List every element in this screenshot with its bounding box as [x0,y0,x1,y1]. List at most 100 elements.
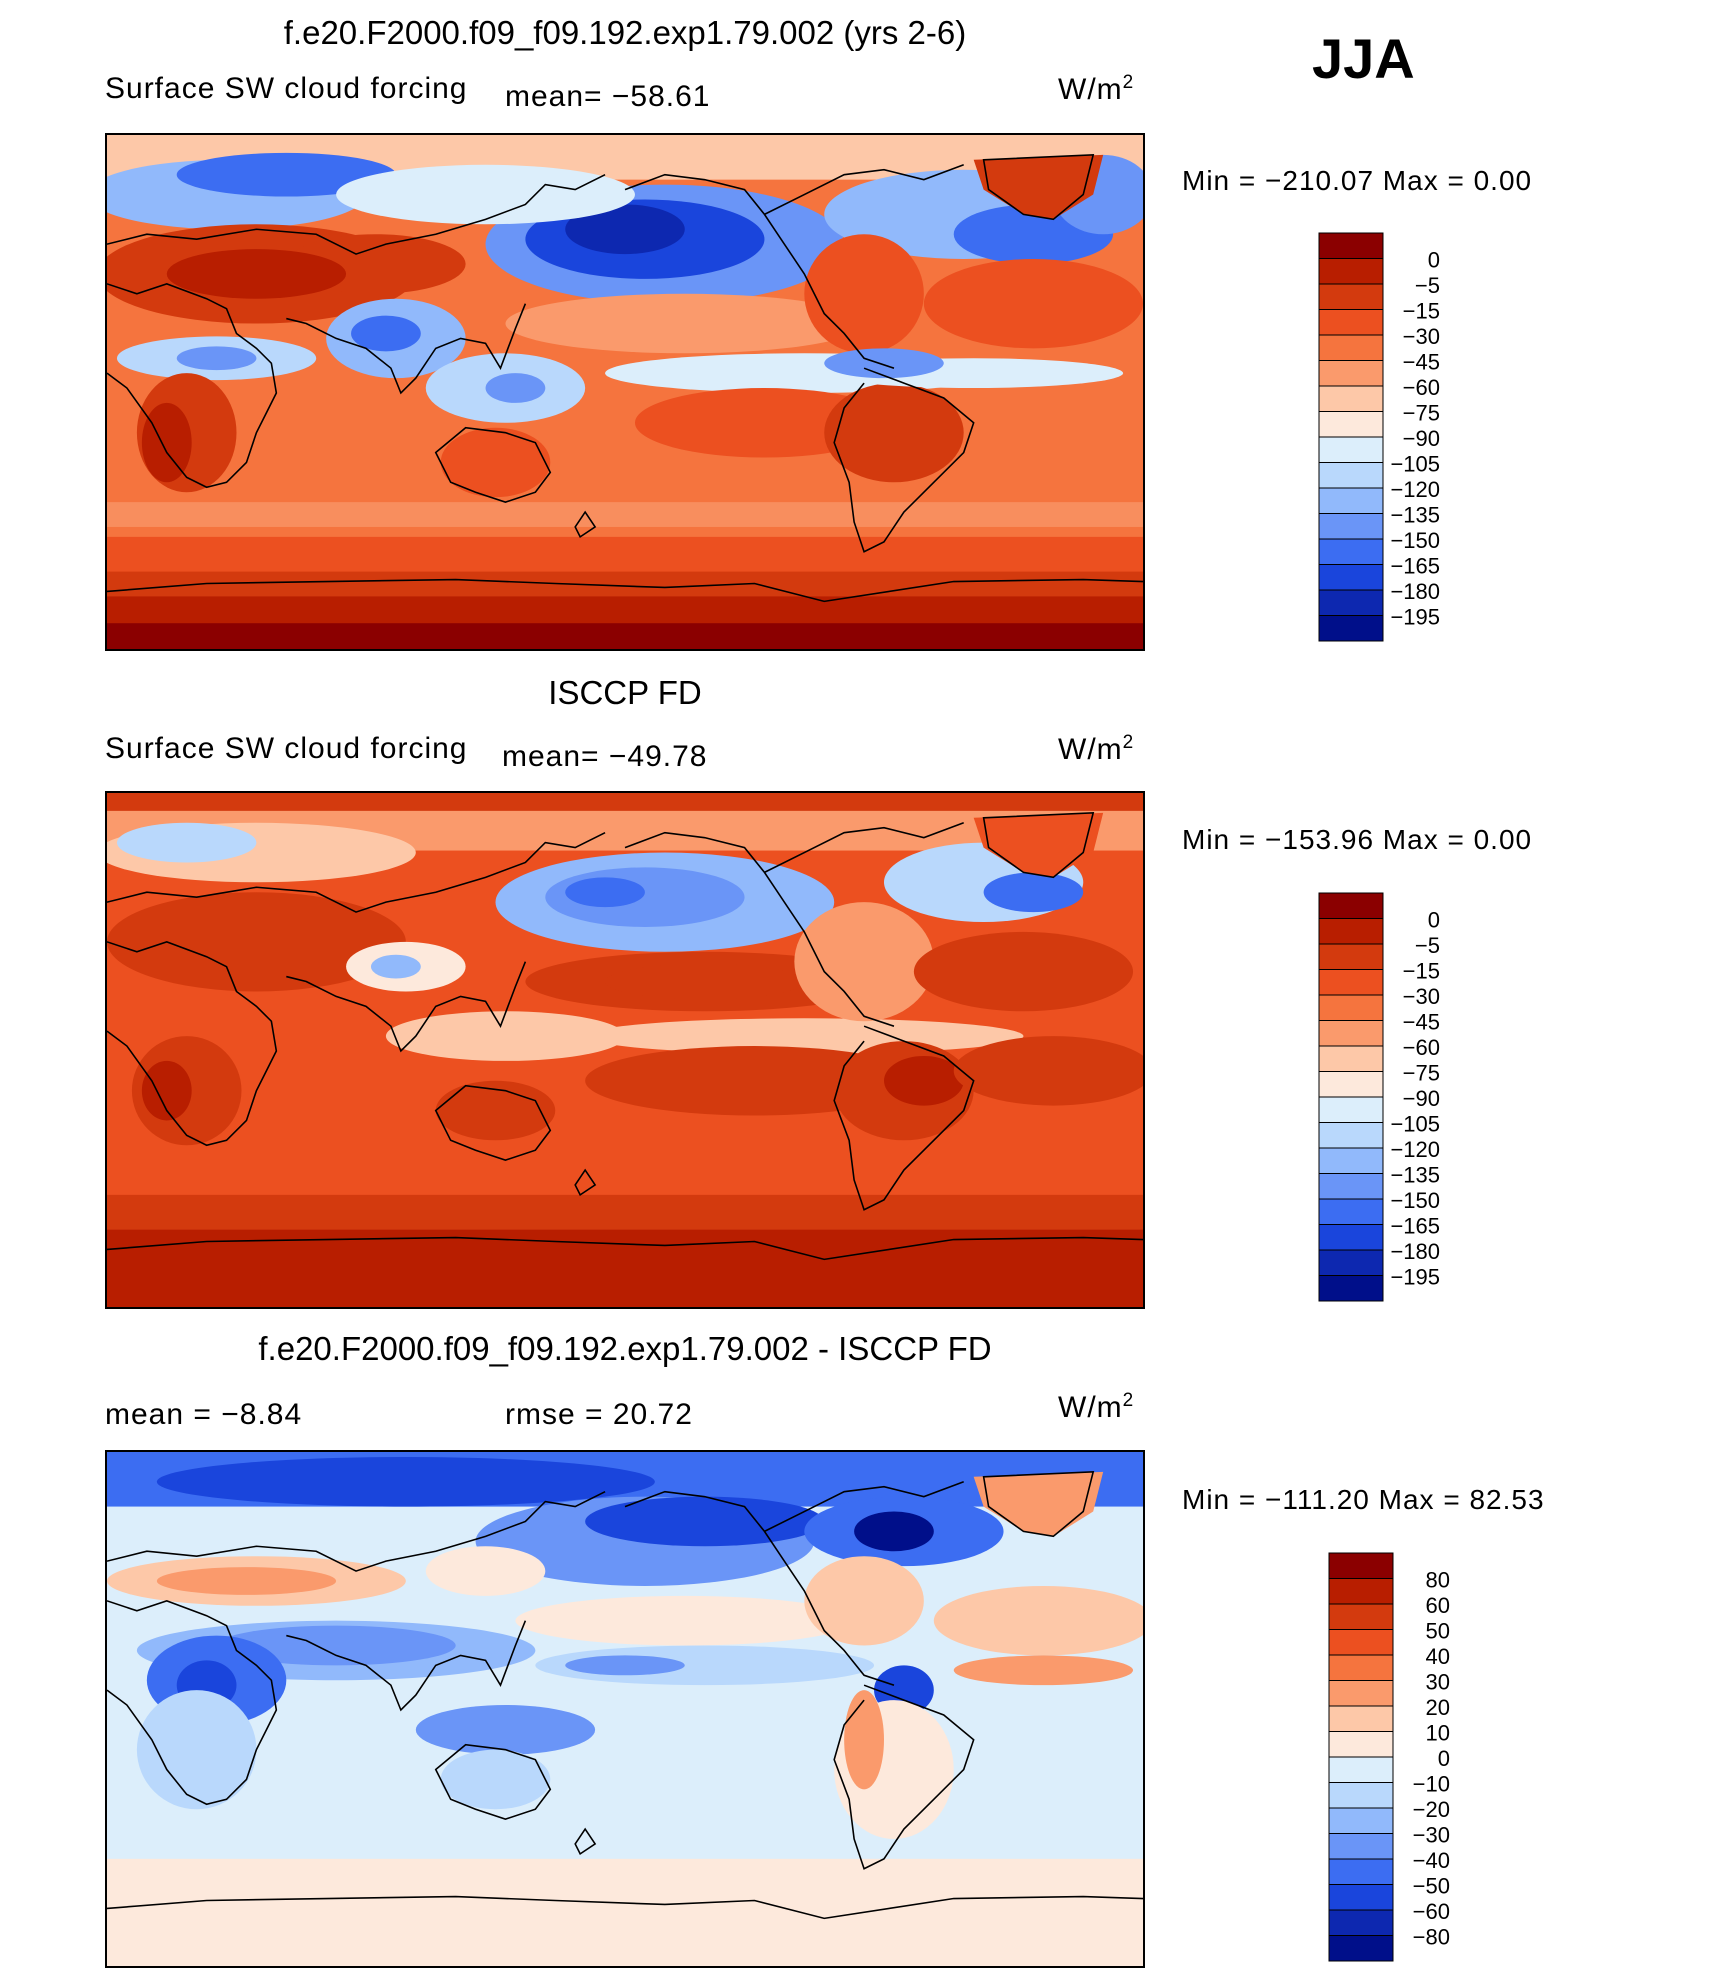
colorbar-swatch [1318,513,1384,540]
colorbar-tick-label: 0 [1428,908,1440,933]
colorbar-swatch [1318,1020,1384,1047]
colorbar-swatch [1318,436,1384,463]
panel-2-title: ISCCP FD [548,674,702,711]
colorbar-tick-label: −165 [1390,1214,1440,1239]
colorbar-swatch [1318,892,1384,919]
colorbar-swatch [1328,1782,1394,1809]
colorbar-swatch [1318,918,1384,945]
colorbar-swatch [1328,1654,1394,1681]
colorbar-swatch [1318,1096,1384,1123]
colorbar-swatch [1318,309,1384,336]
colorbar-tick-label: −30 [1403,984,1440,1009]
colorbar-tick-label: 0 [1428,248,1440,273]
colorbar-swatch [1318,1275,1384,1302]
colorbar-tick-label: −80 [1413,1925,1450,1950]
colorbar-swatch [1318,1045,1384,1072]
colorbar-tick-label: 0 [1438,1746,1450,1771]
colorbar-swatch [1318,258,1384,285]
colorbar-swatch [1318,943,1384,970]
panel-2-variable-label: Surface SW cloud forcing [105,732,468,765]
colorbar-tick-label: 50 [1426,1619,1450,1644]
colorbar-swatch [1318,360,1384,387]
colorbar-swatch [1328,1833,1394,1860]
panel-2-minmax: Min = −153.96 Max = 0.00 [1182,824,1533,855]
colorbar-swatch [1318,1147,1384,1174]
colorbar-tick-label: −60 [1403,1035,1440,1060]
panel-2-units: W/m2 [1058,732,1135,766]
colorbar-tick-label: −180 [1390,1239,1440,1264]
colorbar-swatch [1318,1249,1384,1276]
panel-3-rmse-label: rmse = 20.72 [505,1398,693,1431]
colorbar-tick-label: −15 [1403,299,1440,324]
panel-3-units: W/m2 [1058,1390,1135,1424]
colorbar-swatch [1318,1198,1384,1225]
panel-1-variable-label: Surface SW cloud forcing [105,72,468,105]
colorbar-swatch [1318,462,1384,489]
colorbar-swatch [1328,1858,1394,1885]
colorbar-tick-label: −45 [1403,350,1440,375]
colorbar-tick-label: −90 [1403,1086,1440,1111]
colorbar-swatch [1328,1680,1394,1707]
colorbar-tick-label: 80 [1426,1568,1450,1593]
colorbar-tick-label: −45 [1403,1010,1440,1035]
colorbar-tick-label: −195 [1390,1265,1440,1290]
colorbar-tick-label: −90 [1403,426,1440,451]
colorbar-swatch [1328,1629,1394,1656]
colorbar-tick-label: −120 [1390,477,1440,502]
panel-2-mean-label: mean= −49.78 [502,740,708,773]
colorbar-tick-label: −60 [1403,375,1440,400]
colorbar-tick-label: −165 [1390,554,1440,579]
colorbar-tick-label: −180 [1390,579,1440,604]
colorbar-tick-label: −75 [1403,1061,1440,1086]
colorbar-tick-label: 60 [1426,1593,1450,1618]
colorbar-swatch [1328,1884,1394,1911]
colorbar-tick-label: −105 [1390,1112,1440,1137]
colorbar-tick-label: −10 [1413,1772,1450,1797]
colorbar-tick-label: −5 [1415,933,1440,958]
colorbar-swatch [1328,1909,1394,1936]
colorbar-tick-label: −40 [1413,1848,1450,1873]
colorbar-tick-label: −75 [1403,401,1440,426]
colorbar-swatch [1328,1552,1394,1579]
colorbar-tick-label: −20 [1413,1797,1450,1822]
colorbar-swatch [1318,969,1384,996]
colorbar-tick-label: −135 [1390,503,1440,528]
colorbar-swatch [1328,1807,1394,1834]
colorbar-tick-label: −50 [1413,1874,1450,1899]
colorbar-tick-label: −15 [1403,959,1440,984]
colorbar-swatch [1318,1173,1384,1200]
colorbar-swatch [1318,283,1384,310]
colorbar-swatch [1318,615,1384,642]
colorbar-swatch [1318,232,1384,259]
colorbar-swatch [1318,1122,1384,1149]
colorbar-swatch [1318,589,1384,616]
colorbar-swatch [1318,994,1384,1021]
colorbar-swatch [1318,487,1384,514]
colorbar-tick-label: −135 [1390,1163,1440,1188]
season-label: JJA [1312,27,1415,90]
colorbar-swatch [1318,1071,1384,1098]
panel-3-title: f.e20.F2000.f09_f09.192.exp1.79.002 - IS… [258,1330,992,1367]
colorbar-tick-label: −30 [1403,324,1440,349]
colorbar-swatch [1318,411,1384,438]
colorbar-swatch [1318,1224,1384,1251]
colorbar-tick-label: 40 [1426,1644,1450,1669]
colorbar-swatch [1328,1603,1394,1630]
panel-3-minmax: Min = −111.20 Max = 82.53 [1182,1484,1545,1515]
panel-3-mean-label: mean = −8.84 [105,1398,303,1431]
panel-1-title: f.e20.F2000.f09_f09.192.exp1.79.002 (yrs… [283,14,967,51]
colorbar-swatch [1318,385,1384,412]
panel-1-map [105,133,1145,651]
colorbar-swatch [1318,564,1384,591]
panel-1-mean-label: mean= −58.61 [505,80,711,113]
colorbar-tick-label: −30 [1413,1823,1450,1848]
colorbar-tick-label: −60 [1413,1899,1450,1924]
panel-1-units: W/m2 [1058,72,1135,106]
colorbar-tick-label: −195 [1390,605,1440,630]
colorbar-tick-label: −150 [1390,528,1440,553]
colorbar-tick-label: −5 [1415,273,1440,298]
colorbar-swatch [1318,538,1384,565]
panel-2-map [105,791,1145,1309]
colorbar-tick-label: 20 [1426,1695,1450,1720]
panel-3-colorbar: 80 60 50 40 30 20 10 0 −10 −20 −30 −40 −50 −60 −80 [1328,1552,1548,1964]
